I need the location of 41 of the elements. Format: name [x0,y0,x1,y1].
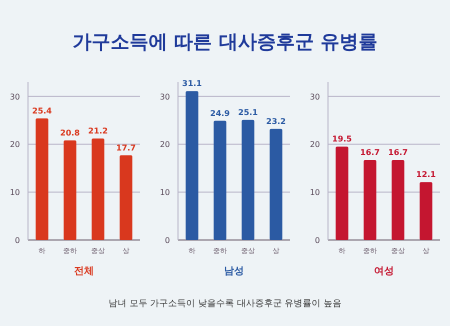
bar [92,138,104,240]
bar [364,160,376,240]
bar [214,120,226,240]
text: 남녀 모두 가구소득이 낮을수록 대사증후군 유병률이 높음 [108,299,342,309]
y-tick-label: 30 [160,92,170,102]
bar [336,146,348,240]
y-tick-label: 20 [160,140,170,150]
y-tick-label: 20 [310,140,320,150]
bar [270,128,282,240]
bar [420,182,432,240]
data-label: 24.9 [210,108,230,118]
data-label: 16.7 [388,148,408,158]
text: 가구소득에 따른 대사증후군 유병률 [72,31,378,53]
y-tick-label: 10 [160,188,170,198]
y-tick-label: 0 [164,236,170,245]
bar [36,118,48,240]
data-label: 31.1 [182,79,202,88]
x-axis-title: 남성 [224,266,244,277]
y-tick-label: 10 [10,188,20,198]
data-label: 25.4 [32,106,52,116]
y-tick-label: 30 [10,92,20,102]
data-label: 23.2 [266,116,286,126]
bar [120,155,132,240]
bar [186,91,198,240]
data-label: 16.7 [360,148,380,158]
data-label: 17.7 [116,143,136,152]
data-label: 21.2 [88,126,108,136]
y-tick-label: 0 [14,236,20,245]
data-label: 19.5 [332,134,352,144]
bar [64,140,76,240]
y-tick-label: 10 [310,188,320,198]
x-axis-title: 전체 [74,266,94,277]
bar [392,160,404,240]
y-tick-label: 0 [314,236,320,245]
y-tick-label: 30 [310,92,320,102]
data-label: 12.1 [416,170,436,180]
x-axis-title: 여성 [374,266,394,277]
data-label: 20.8 [60,128,80,138]
y-tick-label: 20 [10,140,20,150]
data-label: 25.1 [238,108,258,117]
bar [242,120,254,240]
